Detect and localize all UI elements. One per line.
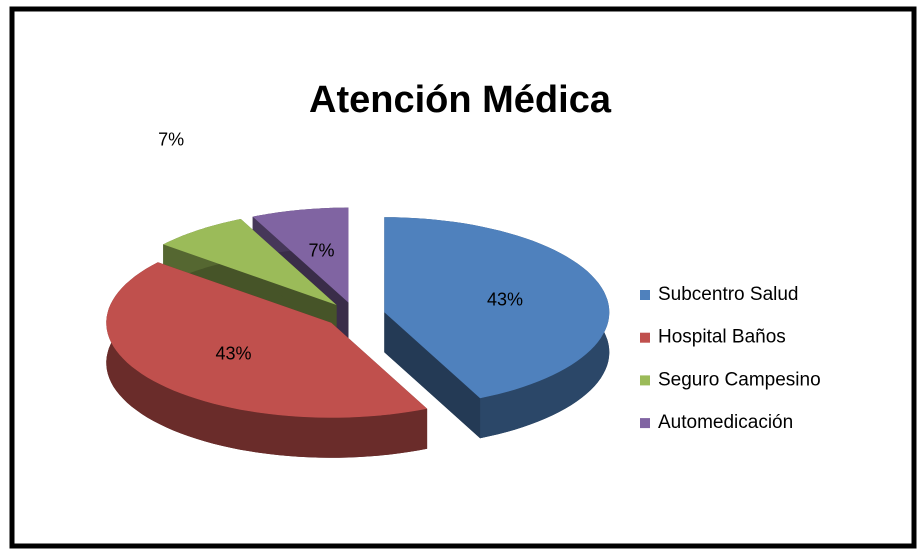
data-label: 7% — [308, 240, 334, 260]
slice-top — [384, 217, 610, 399]
legend-label: Seguro Campesino — [658, 369, 821, 390]
legend-swatch — [640, 375, 650, 386]
slice-top — [163, 219, 337, 305]
data-label: 7% — [158, 130, 184, 150]
legend-swatch — [640, 332, 650, 343]
slice-side — [106, 262, 428, 458]
data-label: 43% — [487, 290, 523, 310]
pie-slice — [106, 262, 428, 458]
legend-swatch — [640, 290, 650, 300]
pie-slice — [384, 217, 610, 439]
legend-label: Subcentro Salud — [658, 284, 799, 305]
legend-label: Automedicación — [658, 412, 793, 433]
legend-label: Hospital Baños — [658, 327, 786, 348]
slice-top — [252, 207, 349, 303]
legend-swatch — [640, 418, 650, 429]
chart-title: Atención Médica — [309, 79, 612, 121]
slice-top — [106, 262, 428, 418]
slice-wall — [384, 312, 481, 439]
data-label: 43% — [215, 344, 251, 364]
